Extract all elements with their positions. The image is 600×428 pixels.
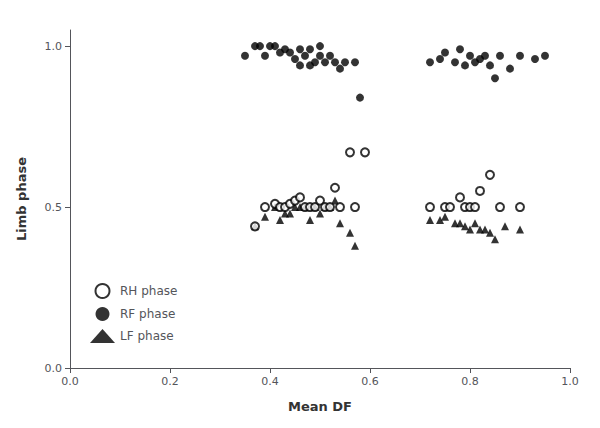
svg-text:0.6: 0.6 [361, 375, 379, 388]
svg-text:0.5: 0.5 [45, 201, 63, 214]
svg-text:1.0: 1.0 [45, 40, 63, 53]
svg-text:0.8: 0.8 [461, 375, 479, 388]
svg-text:RF phase: RF phase [120, 307, 175, 321]
svg-text:Mean DF: Mean DF [288, 399, 352, 414]
svg-text:0.2: 0.2 [161, 375, 179, 388]
svg-text:RH phase: RH phase [120, 284, 177, 298]
svg-text:0.0: 0.0 [45, 362, 63, 375]
svg-text:Limb phase: Limb phase [14, 157, 29, 241]
svg-text:LF phase: LF phase [120, 329, 174, 343]
svg-text:0.4: 0.4 [261, 375, 279, 388]
svg-text:0.0: 0.0 [61, 375, 79, 388]
svg-text:1.0: 1.0 [561, 375, 579, 388]
